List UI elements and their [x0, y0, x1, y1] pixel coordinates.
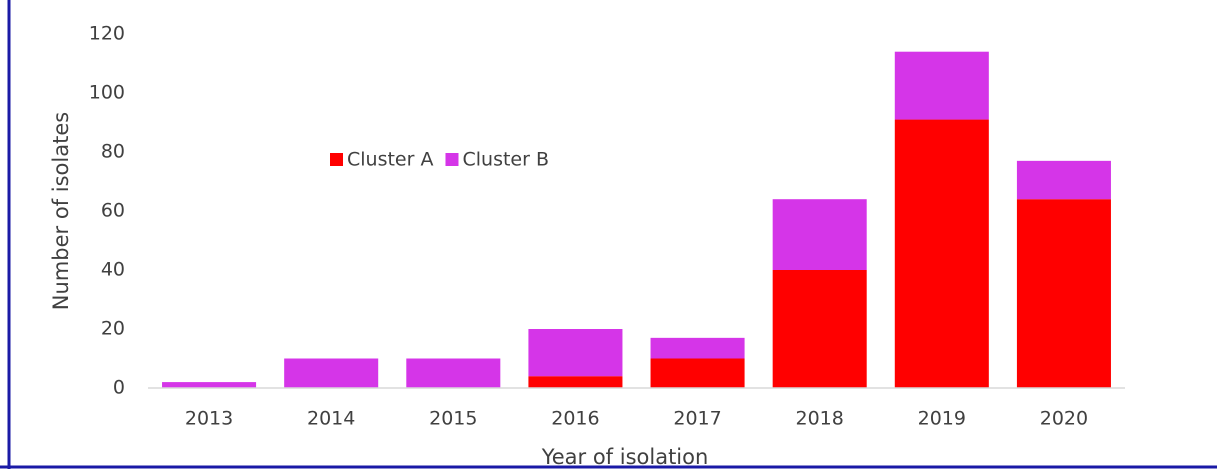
bar-segment	[650, 337, 745, 359]
x-tick-label: 2013	[185, 408, 233, 430]
x-tick-label: 2017	[673, 408, 721, 430]
x-tick-label: 2020	[1040, 408, 1088, 430]
x-tick-label: 2019	[918, 408, 966, 430]
legend-swatch	[445, 153, 459, 166]
legend-label: Cluster A	[347, 149, 433, 171]
bar-segment	[162, 382, 257, 388]
bar-segment	[894, 119, 989, 389]
x-axis-title: Year of isolation	[541, 445, 709, 469]
bar-segment	[528, 376, 623, 388]
x-tick-label: 2016	[551, 408, 599, 430]
bar-segment	[406, 358, 501, 388]
x-tick-label: 2015	[429, 408, 477, 430]
y-axis-title: Number of isolates	[49, 112, 73, 310]
legend-swatch	[330, 153, 343, 166]
x-tick-label: 2014	[307, 408, 355, 430]
y-tick-label: 100	[89, 82, 125, 104]
y-tick-label: 120	[89, 23, 125, 45]
y-tick-label: 0	[113, 377, 125, 399]
bar-segment	[894, 51, 989, 120]
bar-segment	[1016, 160, 1111, 200]
bar-segment	[650, 358, 745, 388]
y-tick-label: 40	[101, 259, 125, 281]
bar-segment	[772, 199, 867, 270]
bar-segment	[772, 270, 867, 388]
y-tick-label: 80	[101, 141, 125, 163]
y-tick-label: 20	[101, 318, 125, 340]
bar-segment	[284, 358, 379, 388]
x-tick-label: 2018	[796, 408, 844, 430]
bar-segment	[1016, 199, 1111, 388]
bar-segment	[528, 329, 623, 377]
y-tick-label: 60	[101, 200, 125, 222]
legend-label: Cluster B	[462, 149, 549, 171]
